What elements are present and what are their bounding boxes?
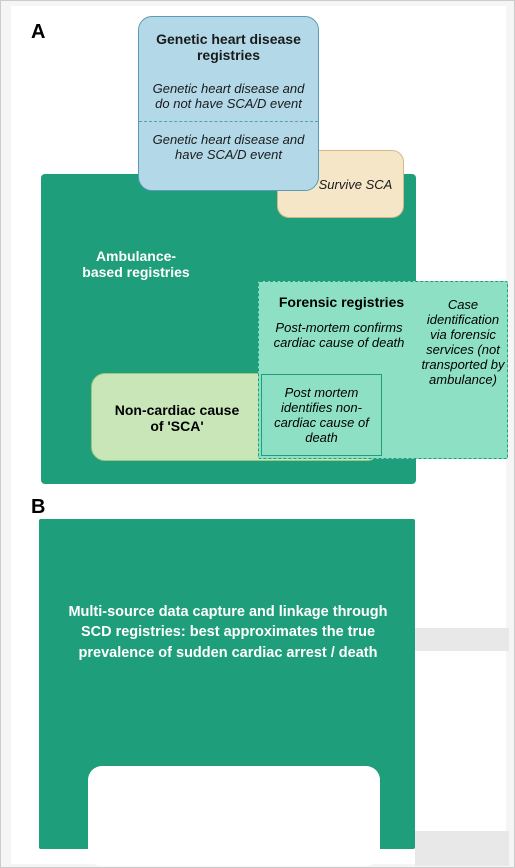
forensic-title: Forensic registries [264,294,419,310]
noncardiac-title: Non-cardiac cause of 'SCA' [107,402,247,434]
b-grey-bar-1 [415,628,509,651]
panel-b-label: B [31,496,45,519]
panel-a-label: A [31,21,45,44]
forensic-box: Forensic registries Post-mortem confirms… [258,281,508,459]
genetic-sub2: Genetic heart disease and have SCA/D eve… [149,132,308,162]
ambulance-title: Ambulance-based registries [76,248,196,280]
genetic-box: Genetic heart disease registries Genetic… [138,16,319,191]
genetic-title: Genetic heart disease registries [149,31,308,63]
diagram-container: A Ambulance-based registries Survive SCA… [11,6,506,864]
forensic-sub1: Post-mortem confirms cardiac cause of de… [264,320,414,350]
genetic-divider [139,121,318,122]
genetic-sub1: Genetic heart disease and do not have SC… [149,81,308,111]
forensic-pm: Post mortem identifies non-cardiac cause… [261,374,382,456]
forensic-right: Case identification via forensic service… [419,297,507,387]
multi-text: Multi-source data capture and linkage th… [63,602,393,663]
b-grey-bar-2 [415,831,509,866]
b-white-box [88,766,380,866]
